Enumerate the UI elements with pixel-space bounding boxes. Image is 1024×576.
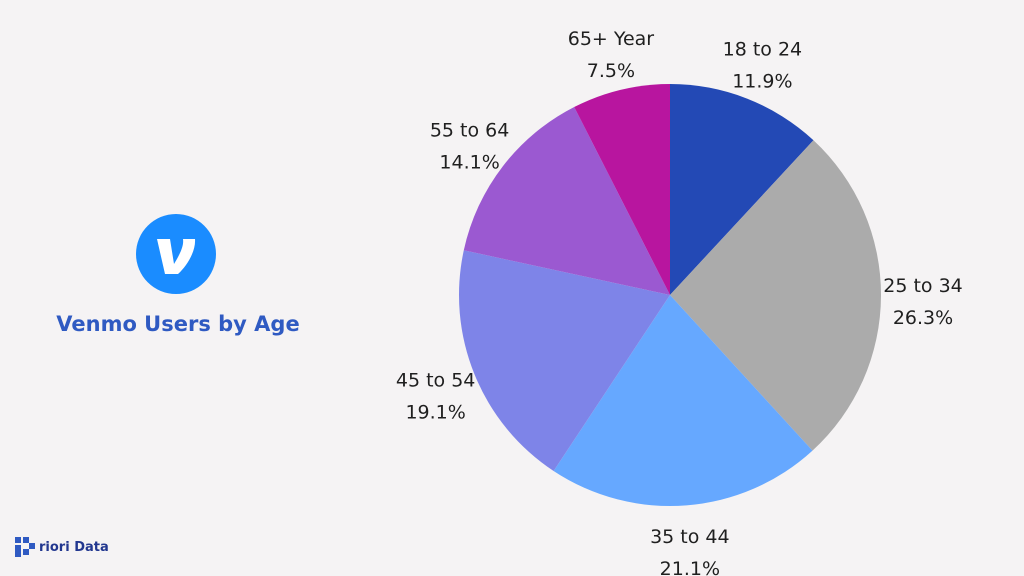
brand-name: riori Data bbox=[39, 539, 109, 555]
slice-value-label: 11.9% bbox=[732, 70, 792, 92]
venmo-icon bbox=[136, 214, 216, 294]
slice-category-label: 45 to 54 bbox=[396, 369, 476, 391]
priori-logo-icon bbox=[15, 537, 35, 557]
pie-slice bbox=[463, 106, 670, 295]
slice-value-label: 19.1% bbox=[405, 401, 465, 423]
slice-category-label: 18 to 24 bbox=[723, 38, 803, 60]
pie-slices bbox=[459, 84, 882, 506]
chart-title: Venmo Users by Age bbox=[56, 312, 300, 336]
slice-value-label: 14.1% bbox=[439, 152, 499, 174]
brand-footer: riori Data bbox=[14, 536, 109, 558]
pie-slice bbox=[553, 295, 813, 506]
slice-value-label: 7.5% bbox=[587, 60, 635, 82]
pie-labels: 18 to 24 11.9% 25 to 34 26.3% 35 to 44 21.1% 4… bbox=[396, 28, 963, 576]
pie-slice bbox=[459, 250, 670, 471]
slice-value-label: 26.3% bbox=[893, 307, 953, 329]
slice-value-label: 21.1% bbox=[660, 558, 720, 576]
pie-slice bbox=[574, 84, 670, 295]
pie-slice bbox=[670, 140, 882, 451]
slice-category-label: 25 to 34 bbox=[883, 275, 963, 297]
slice-category-label: 65+ Year bbox=[568, 28, 655, 50]
slice-category-label: 55 to 64 bbox=[430, 120, 510, 142]
slice-category-label: 35 to 44 bbox=[650, 526, 730, 548]
pie-slice bbox=[670, 84, 814, 295]
